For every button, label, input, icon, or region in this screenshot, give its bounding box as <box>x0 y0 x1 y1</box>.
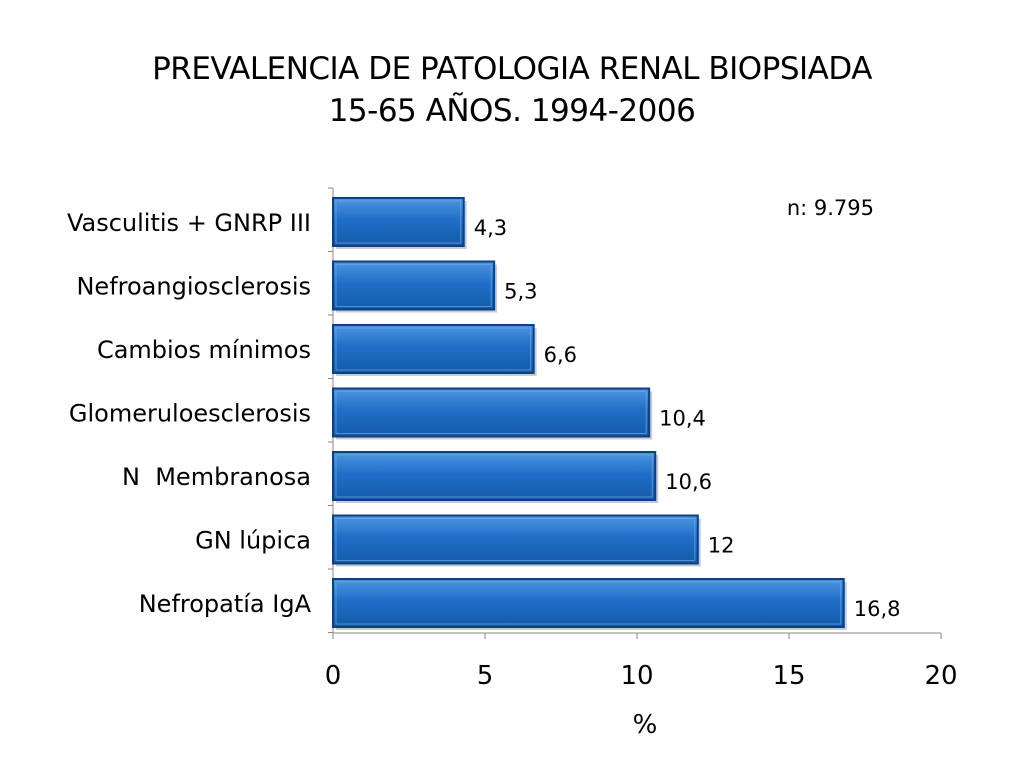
bar-bevel <box>335 391 647 434</box>
x-axis-label: % <box>633 710 658 740</box>
bar-bevel <box>335 264 492 307</box>
category-label: Glomeruloesclerosis <box>69 400 311 428</box>
bar <box>332 197 465 247</box>
bar <box>332 387 651 438</box>
x-tick-label: 0 <box>325 661 342 691</box>
chart-title-line1: PREVALENCIA DE PATOLOGIA RENAL BIOPSIADA <box>152 51 872 87</box>
x-tick-label: 20 <box>924 661 957 691</box>
chart-title-line2: 15-65 AÑOS. 1994-2006 <box>328 93 696 129</box>
category-label: Nefroangiosclerosis <box>76 273 311 301</box>
bar-bevel <box>335 454 653 498</box>
data-label: 16,8 <box>854 597 901 621</box>
data-label: 5,3 <box>504 280 537 304</box>
bar-bevel <box>335 581 842 625</box>
bar-bevel <box>335 200 462 244</box>
sample-size-annotation: n: 9.795 <box>787 196 874 220</box>
x-tick-label: 10 <box>620 661 653 691</box>
chart-title: PREVALENCIA DE PATOLOGIA RENAL BIOPSIADA… <box>0 48 1024 132</box>
data-label: 12 <box>708 534 735 558</box>
category-label: Cambios mínimos <box>97 336 311 364</box>
bar <box>332 324 535 374</box>
bar-bevel <box>335 518 696 561</box>
bar <box>332 514 699 565</box>
bar-bevel <box>335 327 532 371</box>
bar <box>332 578 845 628</box>
data-label: 10,4 <box>659 407 706 431</box>
category-label: Vasculitis + GNRP III <box>67 209 311 237</box>
x-tick-label: 15 <box>772 661 805 691</box>
category-label: N Membranosa <box>122 463 311 491</box>
category-label: Nefropatía IgA <box>139 590 312 618</box>
bar <box>332 260 496 311</box>
data-label: 10,6 <box>665 470 712 494</box>
bar <box>332 451 657 501</box>
data-label: 6,6 <box>544 343 577 367</box>
data-label: 4,3 <box>474 216 507 240</box>
category-label: GN lúpica <box>195 527 311 555</box>
x-tick-label: 5 <box>477 661 494 691</box>
